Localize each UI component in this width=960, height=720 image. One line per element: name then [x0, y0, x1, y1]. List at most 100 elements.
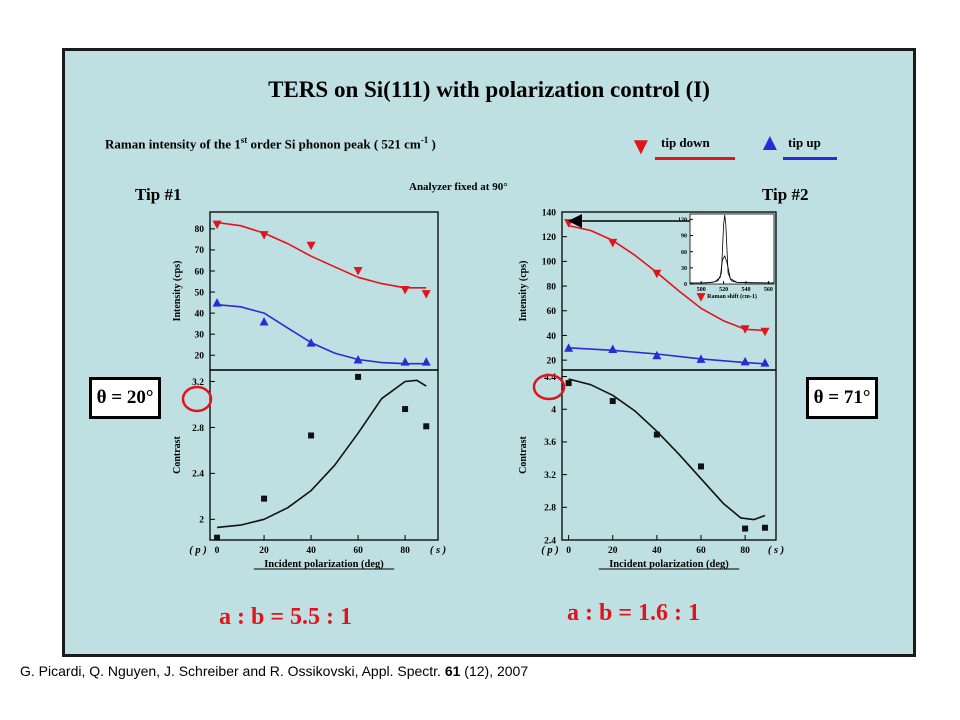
- tip1-label: Tip #1: [135, 185, 182, 204]
- tip1-intensity-point: [306, 338, 316, 347]
- subtitle-sup-1: st: [240, 135, 248, 145]
- raman-inset-xtick-label: 500: [697, 287, 706, 293]
- subtitle-part-1: Raman intensity of the 1: [105, 136, 241, 152]
- tip1-intensity-point: [259, 231, 269, 240]
- theta2-box: θ = 71°: [806, 377, 878, 419]
- subtitle-sup-2: -1: [420, 135, 429, 145]
- tip1-contrast-xtick-label: 0: [215, 546, 220, 556]
- raman-inset-xlabel: Raman shift (cm-1): [707, 293, 757, 300]
- tip2-intensity-point: [760, 358, 770, 367]
- tip1-contrast-ytick-label: 2.4: [192, 470, 204, 480]
- raman-inset-xtick-label: 540: [742, 287, 751, 293]
- slide-title: TERS on Si(111) with polarization contro…: [268, 77, 710, 102]
- tip2-contrast-xtick-label: 0: [566, 546, 571, 556]
- tip2-intensity-point: [760, 327, 770, 337]
- tip2-intensity-fit-1: [568, 347, 766, 365]
- tip1-intensity-fit-1: [217, 303, 427, 365]
- raman-inset-line-1: [690, 255, 775, 284]
- ratio-tip2: a : b = 1.6 : 1: [567, 600, 701, 626]
- tip1-contrast-p-label: ( p ): [189, 545, 207, 556]
- tip1-intensity-ytick-label: 40: [195, 309, 205, 319]
- raman-inset-ytick-label: 60: [681, 250, 687, 256]
- tip2-intensity-point: [740, 325, 750, 334]
- tip2-intensity-ylabel: Intensity (cps): [518, 261, 529, 322]
- tip1-intensity-point: [400, 285, 410, 295]
- tip1-contrast-xtick-label: 60: [353, 546, 363, 556]
- tip1-contrast-ylabel: Contrast: [172, 435, 183, 473]
- tip1-contrast-point: [214, 534, 221, 541]
- tip2-contrast-frame: [561, 369, 777, 541]
- tip2-contrast-fit-0: [568, 378, 766, 521]
- citation-volume: 61: [444, 663, 461, 679]
- tip1-contrast-point: [423, 423, 430, 430]
- tip1-contrast-point: [355, 373, 362, 380]
- tip2-intensity-point: [696, 354, 706, 363]
- legend-tip-up-label: tip up: [788, 135, 821, 150]
- citation-authors: G. Picardi, Q. Nguyen, J. Schreiber and …: [20, 663, 445, 679]
- tip2-intensity-ytick-label: 80: [547, 282, 557, 292]
- tip1-contrast-xtick-label: 20: [259, 546, 269, 556]
- citation: G. Picardi, Q. Nguyen, J. Schreiber and …: [20, 663, 528, 679]
- subtitle-part-3: ): [428, 136, 436, 152]
- tip1-contrast-frame: [209, 369, 439, 541]
- raman-inset-ytick-label: 0: [684, 282, 687, 288]
- tip2-contrast-p-label: ( p ): [541, 545, 559, 556]
- raman-inset-inset-bg: [690, 214, 774, 284]
- tip2-contrast-s-label: ( s ): [768, 545, 784, 556]
- tip2-intensity-point: [652, 269, 662, 279]
- tip2-contrast-point: [565, 380, 572, 387]
- tip1-contrast-xtick-label: 80: [400, 546, 410, 556]
- tip1-contrast-ytick-label: 2.8: [192, 424, 204, 434]
- tip-down-triangle-icon: ▼: [629, 134, 653, 160]
- tip1-intensity-point: [212, 220, 222, 230]
- legend-tip-down-label: tip down: [661, 135, 710, 150]
- tip1-intensity-point: [421, 290, 431, 299]
- tip2-contrast-ytick-label: 3.2: [544, 471, 556, 481]
- tip2-intensity-ytick-label: 60: [547, 307, 557, 317]
- raman-inset-ytick-label: 30: [681, 266, 687, 272]
- tip1-intensity-point: [353, 266, 363, 276]
- tip2-intensity-point: [608, 238, 618, 248]
- tip2-contrast-xtick-label: 40: [652, 546, 662, 556]
- tip1-contrast-xtick-label: 40: [306, 546, 316, 556]
- raman-inset-frame: [689, 213, 775, 285]
- tip2-contrast-xlabel: Incident polarization (deg): [609, 559, 729, 570]
- tip1-intensity-ytick-label: 70: [195, 246, 205, 256]
- ratio-tip1: a : b = 5.5 : 1: [219, 604, 353, 630]
- tip2-intensity-ytick-label: 140: [542, 208, 557, 218]
- tip2-highlight-circle: [532, 373, 566, 401]
- tip1-intensity-point: [259, 317, 269, 326]
- tip2-contrast-point: [653, 431, 660, 438]
- tip2-intensity-ytick-label: 20: [547, 356, 557, 366]
- theta1-box: θ = 20°: [89, 377, 161, 419]
- tip1-contrast-xlabel: Incident polarization (deg): [264, 559, 384, 570]
- tip1-intensity-point: [421, 357, 431, 366]
- subtitle-part-2: order Si phonon peak ( 521 cm: [247, 136, 421, 152]
- raman-inset-xtick-label: 560: [764, 287, 773, 293]
- tip1-contrast-point: [308, 432, 315, 439]
- tip2-intensity-ytick-label: 120: [542, 233, 557, 243]
- raman-inset-ytick-label: 90: [681, 234, 687, 240]
- tip1-intensity-ytick-label: 50: [195, 288, 205, 298]
- tip1-contrast-ytick-label: 2: [199, 516, 204, 526]
- tip2-contrast-xtick-label: 20: [608, 546, 618, 556]
- tip2-intensity-point: [696, 293, 706, 302]
- tip-up-triangle-icon: ▲: [758, 130, 782, 156]
- tip2-intensity-fit-0: [568, 224, 766, 332]
- tip1-highlight-circle: [181, 385, 213, 413]
- tip1-intensity-ytick-label: 80: [195, 225, 205, 235]
- tip1-intensity-point: [212, 298, 222, 307]
- tip1-intensity-ytick-label: 30: [195, 331, 205, 341]
- tip1-intensity-point: [353, 354, 363, 364]
- tip2-intensity-point: [608, 344, 618, 354]
- tip2-intensity-point: [652, 350, 662, 360]
- tip2-contrast-point: [761, 524, 768, 531]
- tip2-contrast-ytick-label: 2.4: [544, 536, 556, 546]
- analyzer-note: Analyzer fixed at 90°: [409, 181, 508, 193]
- tip1-contrast-ytick-label: 3.2: [192, 378, 204, 388]
- tip2-contrast-ytick-label: 2.8: [544, 504, 556, 514]
- tip2-contrast-xtick-label: 80: [740, 546, 750, 556]
- tip1-intensity-fit-0: [216, 221, 427, 289]
- tip1-intensity-point: [400, 357, 410, 366]
